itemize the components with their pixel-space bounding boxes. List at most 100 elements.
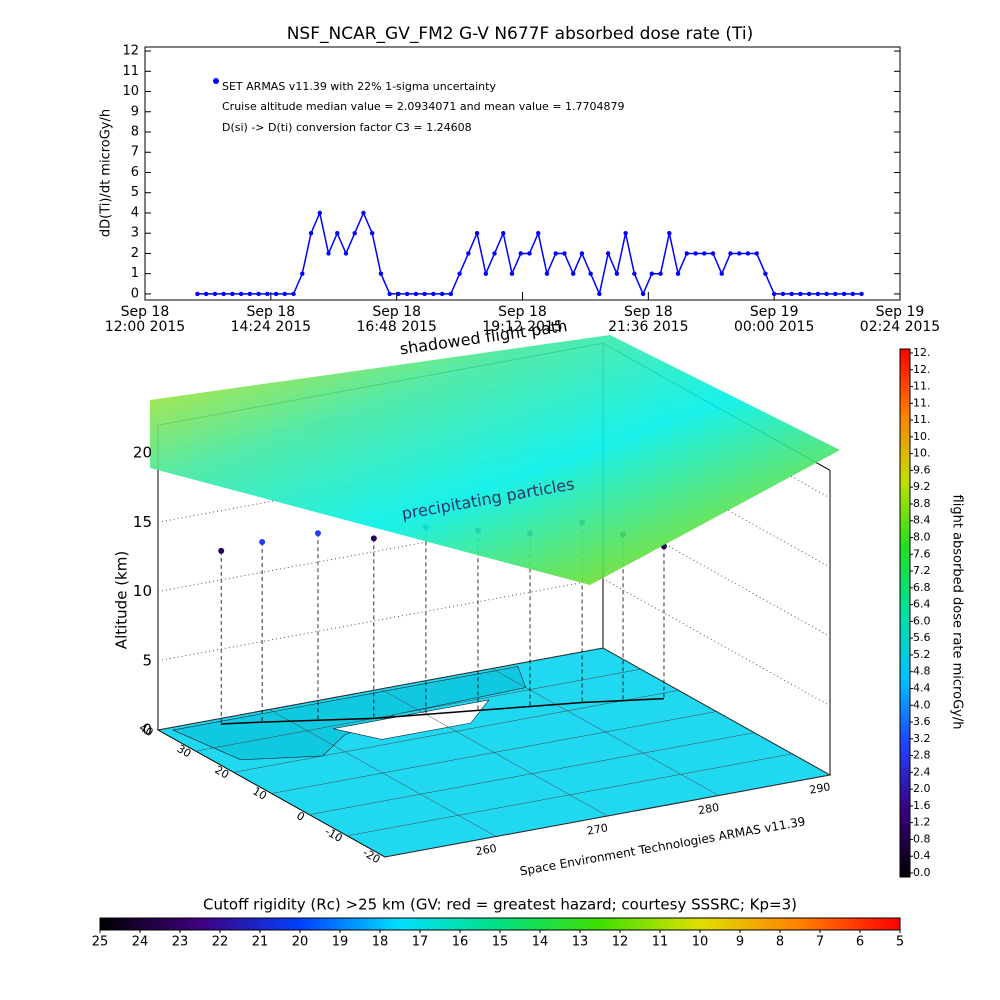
colorbar-tick-label: 22 — [212, 935, 229, 950]
x-tick-label: 280 — [697, 801, 720, 817]
data-point — [562, 251, 567, 256]
data-point — [326, 251, 331, 256]
z-grid-line — [157, 578, 831, 707]
x-tick-label: 260 — [475, 842, 498, 858]
chart-title: NSF_NCAR_GV_FM2 G-V N677F absorbed dose … — [287, 24, 754, 44]
data-point — [536, 231, 541, 236]
data-point — [457, 271, 462, 276]
z-tick-label: 10 — [133, 582, 152, 600]
data-point — [300, 271, 305, 276]
data-point — [728, 251, 733, 256]
colorbar-tick-label: 10. — [913, 447, 931, 460]
colorbar-tick-label: 4.8 — [913, 665, 931, 678]
y-tick-label: 10 — [250, 784, 269, 802]
y-tick-label: 10 — [122, 84, 139, 99]
data-point — [658, 271, 663, 276]
y-tick-label: 1 — [131, 266, 139, 281]
x-tick-label: 14:24 2015 — [231, 319, 311, 335]
colorbar-tick-label: 12. — [913, 346, 931, 359]
y-tick-label: 2 — [131, 246, 139, 261]
z-tick-label: 15 — [133, 513, 152, 531]
colorbar-tick-label: 18 — [372, 935, 389, 950]
x-tick-label: 02:24 2015 — [860, 319, 940, 335]
data-point — [789, 291, 794, 297]
y-tick-label: 40 — [137, 721, 156, 739]
data-point — [719, 271, 724, 276]
particle-layer — [150, 335, 840, 585]
data-point — [570, 271, 576, 276]
data-point — [256, 291, 261, 297]
data-point — [387, 291, 392, 297]
y-tick-label: 4 — [131, 205, 139, 220]
colorbar-tick-label: 11. — [913, 380, 931, 393]
colorbar-tick-label: 3.6 — [913, 715, 931, 728]
data-point — [265, 291, 270, 297]
data-point — [702, 251, 707, 256]
colorbar-tick-label: 8.4 — [913, 514, 931, 527]
data-point — [439, 291, 445, 297]
data-point — [693, 251, 698, 256]
data-point — [247, 291, 253, 297]
colorbar-tick-label: 4.0 — [913, 698, 931, 711]
data-point — [378, 271, 384, 276]
colorbar-tick-label: 2.0 — [913, 782, 931, 795]
annotation: Cruise altitude median value = 2.0934071… — [222, 100, 625, 113]
colorbar-tick-label: 25 — [92, 935, 109, 950]
data-point — [483, 271, 488, 276]
colorbar-tick-label: 20 — [292, 935, 309, 950]
3d-plot — [150, 335, 840, 585]
sea — [333, 699, 490, 740]
colorbar-tick-label: 2.4 — [913, 765, 931, 778]
data-point — [466, 251, 471, 256]
data-point — [780, 291, 786, 297]
track-point — [314, 530, 321, 537]
colorbar-tick-label: 7 — [816, 935, 824, 950]
colorbar-tick-label: 14 — [532, 935, 549, 950]
data-point — [649, 271, 655, 276]
colorbar-tick-label: 6.8 — [913, 581, 931, 594]
z-tick-label: 0 — [142, 721, 152, 739]
y-axis-label: dD(Ti)/dt microGy/h — [99, 109, 114, 237]
y-tick-label: 0 — [294, 809, 307, 824]
colorbar-tick-label: 6.0 — [913, 614, 931, 627]
colorbar-tick-label: 12. — [913, 363, 931, 376]
y-tick-label: 3 — [131, 226, 139, 241]
colorbar-label: flight absorbed dose rate microGy/h — [950, 495, 965, 730]
data-point — [771, 291, 777, 297]
x-tick-label: 00:00 2015 — [734, 319, 814, 335]
colorbar-tick-label: 6.4 — [913, 598, 931, 611]
x-tick-label: Sep 18 — [121, 304, 170, 320]
data-point — [221, 291, 226, 297]
data-point — [754, 251, 759, 256]
y-tick-label: 9 — [131, 104, 139, 119]
colorbar-label: Cutoff rigidity (Rc) >25 km (GV: red = g… — [203, 896, 797, 914]
y-tick-label: 7 — [131, 145, 139, 160]
colorbar-tick-label: 0.0 — [913, 866, 931, 879]
data-point — [369, 231, 375, 236]
colorbar-tick-label: 11 — [652, 935, 669, 950]
colorbar-tick-label: 24 — [132, 935, 149, 950]
data-point — [238, 291, 244, 297]
data-point — [597, 291, 602, 297]
data-point — [273, 291, 279, 297]
colorbar-tick-label: 16 — [452, 935, 469, 950]
data-point — [308, 231, 314, 236]
colorbar-tick-label: 0.8 — [913, 832, 931, 845]
colorbar-tick-label: 9 — [736, 935, 744, 950]
colorbar-tick-label: 11. — [913, 396, 931, 409]
colorbar-tick-label: 1.6 — [913, 799, 931, 812]
track-point — [259, 539, 266, 546]
data-point — [841, 291, 847, 297]
colorbar — [899, 348, 911, 878]
colorbar-tick-label: 8 — [776, 935, 784, 950]
x-grid-line — [602, 647, 831, 776]
data-point — [422, 291, 427, 297]
data-point — [614, 271, 620, 276]
data-point — [553, 251, 558, 256]
data-point — [675, 271, 681, 276]
x-tick-label: 270 — [586, 821, 609, 837]
colorbar-tick-label: 6 — [856, 935, 864, 950]
data-point — [710, 251, 716, 256]
data-point — [474, 231, 480, 236]
